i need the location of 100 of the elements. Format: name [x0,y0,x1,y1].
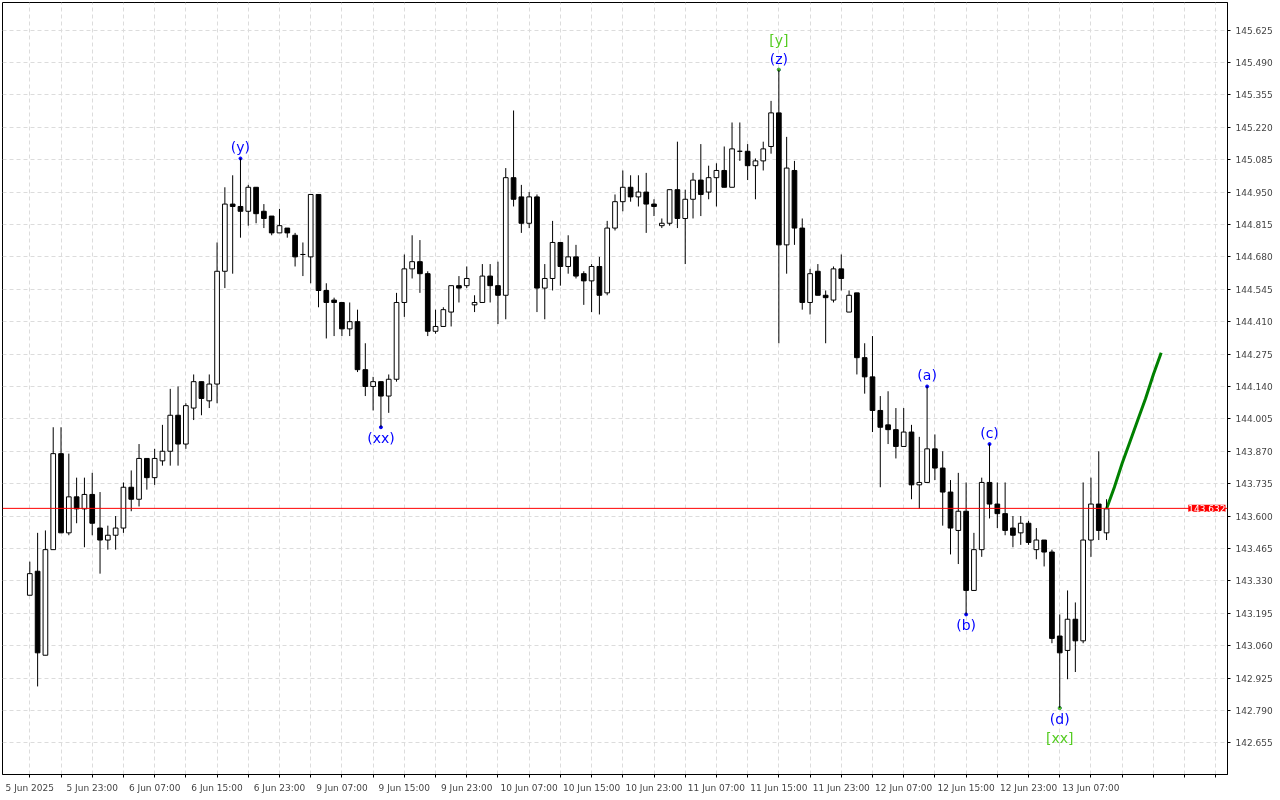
y-tick-label: 145.220 [1235,122,1273,133]
data-label: (d) [1049,711,1070,728]
x-tick-label: 10 Jun 23:00 [625,782,683,793]
candlestick [697,143,704,217]
candlestick [885,390,891,445]
candlestick [573,244,579,279]
ref-line-label: 143.632 [1188,503,1226,514]
x-tick-label: 6 Jun 23:00 [253,782,306,793]
x-tick-label: 9 Jun 23:00 [441,782,493,793]
candlestick [713,162,720,207]
y-tick-label: 145.490 [1235,57,1273,68]
candlestick [495,261,501,325]
candlestick [838,253,845,291]
candlestick [643,172,650,234]
candlestick [815,263,821,296]
candlestick [487,263,493,303]
candlestick [580,270,587,306]
x-tick-label: 5 Jun 2025 [5,782,55,793]
candlestick [1017,515,1024,546]
x-tick-label: 12 Jun 15:00 [937,782,995,793]
candlestick [994,481,1001,529]
candlestick [932,433,938,481]
x-tick-label: 6 Jun 15:00 [191,782,244,793]
x-tick-label: 10 Jun 07:00 [500,782,559,793]
candlestick [144,457,150,491]
y-tick-label: 144.950 [1235,187,1273,198]
candlestick [1041,539,1047,567]
x-tick-label: 9 Jun 07:00 [316,782,368,793]
y-tick-label: 143.465 [1235,543,1273,554]
y-tick-label: 142.655 [1235,738,1273,749]
candlestick [1002,481,1008,536]
x-tick-label: 12 Jun 07:00 [875,782,933,793]
candlestick [97,491,103,575]
candlestick [323,282,330,339]
y-tick-label: 142.790 [1235,705,1273,716]
candlestick [385,373,392,414]
x-tick-label: 13 Jun 07:00 [1062,782,1120,793]
candlestick [370,376,376,411]
candlestick [245,184,252,227]
candlestick [1056,613,1063,709]
candlestick [346,301,353,337]
y-tick-label: 145.085 [1235,155,1273,166]
candlestick [409,234,415,279]
x-tick-label: 12 Jun 23:00 [999,782,1058,793]
candlestick [456,275,462,303]
y-tick-label: 144.815 [1235,219,1273,230]
y-tick-label: 143.195 [1235,608,1273,619]
y-tick-label: 143.870 [1235,446,1273,457]
y-tick-label: 143.735 [1235,479,1273,490]
y-tick-label: 144.140 [1235,381,1273,392]
x-tick-label: 6 Jun 07:00 [128,782,181,793]
data-label: (b) [956,617,977,634]
candlestick [861,342,868,395]
x-tick-label: 5 Jun 23:00 [66,782,119,793]
y-tick-label: 143.330 [1235,576,1273,587]
candlestick [619,169,626,212]
candlestick [690,172,696,219]
y-tick-label: 144.410 [1235,317,1273,328]
candlestick [417,239,423,294]
y-tick-label: 143.060 [1235,641,1273,652]
candlestick [916,436,923,510]
candlestick [1103,498,1110,541]
candlestick [893,407,899,459]
candlestick [900,407,907,447]
candlestick [846,289,852,313]
y-tick-label: 144.680 [1235,252,1273,263]
y-tick-label: 142.925 [1235,673,1273,684]
data-label: (y) [230,139,251,156]
candlestick [26,561,33,596]
x-tick-label: 11 Jun 15:00 [750,782,808,793]
data-label: (c) [980,425,999,442]
candlestick [565,234,572,275]
candlestick [331,297,337,337]
candlestick [682,189,689,265]
candlestick [939,450,946,527]
y-tick-label: 144.545 [1235,284,1273,295]
y-tick-label: 145.625 [1235,25,1273,36]
y-tick-label: 143.600 [1235,511,1273,522]
candlestick [721,145,728,188]
candlestick [463,265,470,289]
y-tick-label: 145.355 [1235,90,1273,101]
data-label: [xx] [1046,730,1074,747]
candlestick [292,232,298,267]
data-label: (xx) [367,430,395,447]
data-label: (z) [769,50,788,67]
x-tick-label: 11 Jun 07:00 [687,782,746,793]
candlestick [1010,515,1016,548]
y-tick-label: 144.275 [1235,349,1273,360]
candlestick [104,525,111,551]
candlestick [760,141,767,171]
candlestick [651,198,657,217]
x-tick-label: 9 Jun 15:00 [378,782,431,793]
point [987,442,992,447]
x-tick-label: 10 Jun 15:00 [563,782,621,793]
x-tick-label: 11 Jun 23:00 [812,782,871,793]
data-label: [y] [769,31,789,48]
candlestick [128,469,135,512]
candlestick [877,395,884,488]
data-label: (a) [917,367,937,384]
candlestick [206,373,213,409]
